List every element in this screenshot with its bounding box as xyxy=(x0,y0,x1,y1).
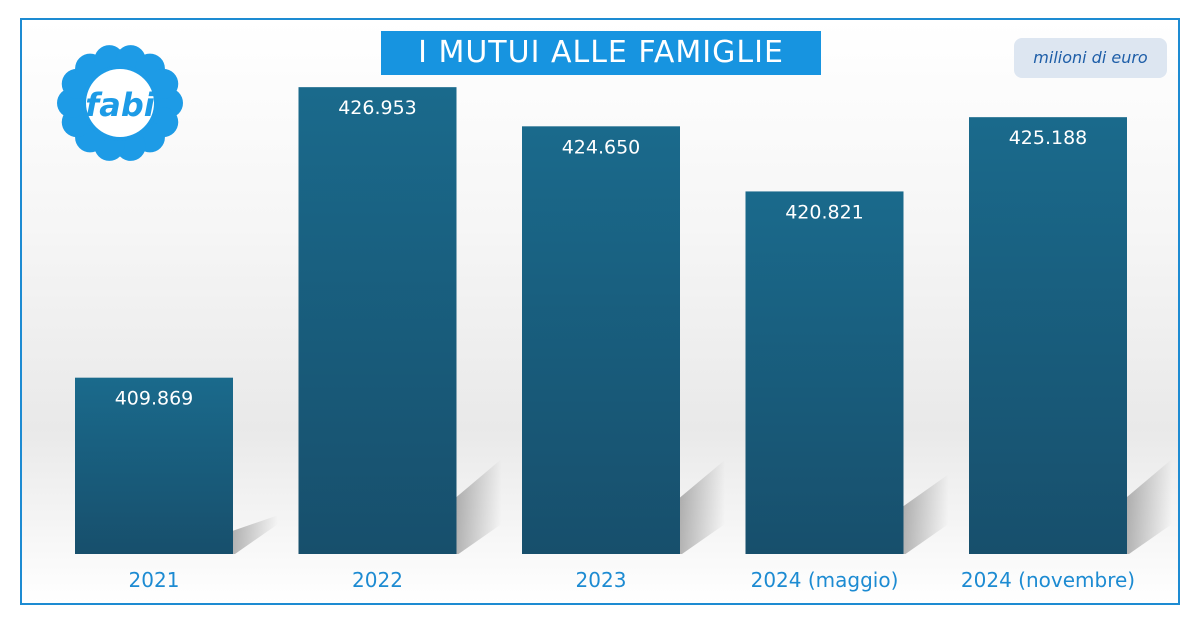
bar-value-label: 424.650 xyxy=(562,136,641,158)
category-label: 2023 xyxy=(576,568,627,592)
category-label: 2022 xyxy=(352,568,403,592)
category-label: 2021 xyxy=(129,568,180,592)
bar-shadow xyxy=(456,459,502,554)
bar-shadow xyxy=(1127,459,1172,554)
bar-shadow xyxy=(680,459,725,554)
unit-badge: milioni di euro xyxy=(1014,38,1167,78)
bar-2023 xyxy=(522,126,680,555)
fabi-logo-icon: fabi xyxy=(57,45,183,161)
bar-value-label: 409.869 xyxy=(115,388,194,410)
chart-title: I MUTUI ALLE FAMIGLIE xyxy=(381,31,821,75)
bar-value-label: 426.953 xyxy=(338,97,417,119)
bar-2022 xyxy=(298,87,457,554)
bar-2024-novembre xyxy=(969,117,1127,554)
bar-value-label: 425.188 xyxy=(1009,127,1088,149)
category-label: 2024 (maggio) xyxy=(751,568,899,592)
bar-value-label: 420.821 xyxy=(785,201,864,223)
bar-2024-maggio xyxy=(745,191,904,554)
category-label: 2024 (novembre) xyxy=(961,568,1135,592)
bar-shadow xyxy=(233,515,278,554)
logo-text: fabi xyxy=(85,86,155,124)
bar-shadow xyxy=(903,474,949,554)
bar-2021 xyxy=(75,377,233,554)
